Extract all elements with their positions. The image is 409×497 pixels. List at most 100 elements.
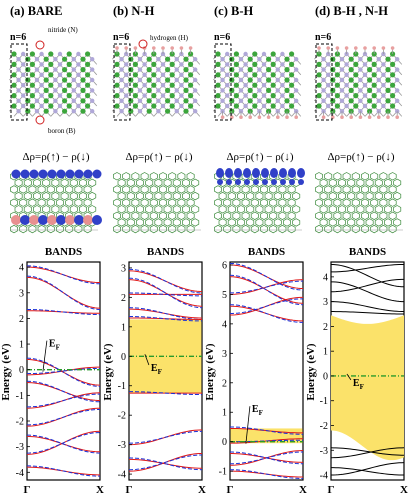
- boron-atom: [114, 93, 120, 99]
- nitrogen-atom: [16, 57, 21, 62]
- boron-atom: [183, 67, 189, 73]
- nitrogen-atom: [119, 77, 124, 83]
- boron-atom: [385, 67, 391, 73]
- boron-atom: [252, 93, 258, 99]
- spin-down-band: [128, 454, 203, 471]
- nitrogen-atom: [76, 51, 81, 57]
- boron-atom: [266, 67, 272, 73]
- boron-atom: [266, 98, 272, 104]
- nitrogen-atom: [238, 88, 244, 93]
- x-tick-label: Γ: [126, 484, 133, 496]
- nitrogen-atom: [174, 98, 179, 104]
- delta-rho-label: Δρ=ρ(↑) − ρ(↓): [327, 151, 394, 163]
- nitrogen-atom: [53, 88, 58, 93]
- nitrogen-atom: [275, 77, 280, 83]
- boron-atom: [62, 87, 68, 93]
- nitrogen-atom: [90, 57, 95, 62]
- panel-label: (a) BARE: [10, 4, 62, 18]
- boron-atom: [183, 56, 189, 62]
- boron-atom: [128, 56, 134, 62]
- hydrogen-atom: [354, 46, 358, 50]
- nitrogen-atom: [395, 98, 400, 104]
- nitrogen-atom: [280, 62, 285, 67]
- nitrogen-atom: [225, 103, 230, 109]
- y-tick-label: 5: [222, 290, 227, 301]
- hydrogen-atom: [395, 115, 400, 119]
- boron-atom: [85, 103, 91, 109]
- y-tick-label: -2: [16, 417, 24, 428]
- nitrogen-atom: [193, 98, 198, 104]
- boron-atom: [215, 61, 221, 67]
- boron-atom: [85, 51, 91, 57]
- boron-atom: [330, 67, 336, 73]
- nitrogen-atom: [142, 103, 147, 109]
- nitrogen-atom: [294, 67, 299, 72]
- boron-atom: [289, 51, 295, 57]
- nitrogen-atom: [21, 83, 26, 88]
- nitrogen-atom: [321, 57, 326, 62]
- spin-down-density: [216, 168, 224, 178]
- boron-atom: [169, 93, 175, 99]
- hydrogen-atom: [276, 115, 280, 119]
- nitrogen-atom: [57, 51, 63, 57]
- band-line: [330, 263, 405, 288]
- boron-atom: [43, 77, 49, 83]
- boron-atom: [25, 108, 31, 114]
- nitrogen-atom: [39, 103, 44, 109]
- nitrogen-atom: [381, 72, 386, 78]
- nitrogen-atom: [137, 88, 143, 93]
- boron-atom: [334, 61, 340, 67]
- boron-atom: [169, 103, 175, 109]
- nitrogen-atom: [71, 88, 77, 93]
- boron-atom: [284, 87, 290, 93]
- boron-atom: [353, 103, 359, 109]
- boron-atom: [29, 51, 35, 57]
- spin-down-density: [253, 179, 259, 185]
- n-label: n=6: [113, 32, 129, 43]
- spin-down-density: [235, 179, 241, 185]
- nitrogen-atom: [243, 103, 248, 109]
- boron-atom: [114, 72, 120, 78]
- nitrogen-atom: [156, 88, 161, 93]
- spin-density-blob: [20, 215, 30, 225]
- nitrogen-atom: [261, 83, 267, 88]
- y-tick-label: 2: [222, 378, 227, 389]
- nitrogen-atom: [53, 77, 58, 83]
- band-line: [330, 462, 405, 476]
- spin-down-band: [26, 308, 101, 316]
- boron-atom: [85, 93, 91, 99]
- hydrogen-atom: [344, 46, 349, 50]
- boron-atom: [25, 77, 31, 83]
- y-tick-label: -3: [16, 442, 24, 453]
- boron-atom: [289, 72, 295, 78]
- boron-atom: [128, 87, 134, 93]
- boron-atom: [165, 108, 171, 114]
- nitrogen-atom: [160, 83, 166, 88]
- boron-atom: [233, 103, 239, 109]
- nitrogen-atom: [358, 67, 363, 72]
- spin-down-density: [65, 169, 75, 179]
- boron-atom: [270, 103, 276, 109]
- hydrogen-atom: [367, 115, 372, 119]
- boron-atom: [165, 56, 171, 62]
- nitrogen-atom: [34, 98, 40, 104]
- spin-density-plot: [10, 169, 102, 234]
- nitrogen-atom: [326, 72, 331, 78]
- y-tick-label: 4: [222, 319, 227, 330]
- boron-atom: [43, 108, 49, 114]
- lattice-structure: [9, 43, 98, 121]
- x-tick-label: X: [96, 484, 104, 496]
- lattice-structure: [314, 43, 403, 121]
- nitrogen-atom: [321, 88, 326, 93]
- boron-atom: [29, 82, 35, 88]
- nitrogen-atom: [156, 57, 161, 62]
- spin-down-density: [270, 168, 278, 178]
- nitrogen-atom: [294, 57, 299, 62]
- boron-atom: [316, 72, 322, 78]
- nitrogen-atom: [376, 98, 381, 104]
- nitrogen-atom: [339, 67, 345, 72]
- spin-density-blob: [11, 215, 21, 225]
- spin-down-band: [128, 268, 203, 294]
- nitrogen-atom: [294, 77, 299, 83]
- spin-down-band: [26, 275, 101, 310]
